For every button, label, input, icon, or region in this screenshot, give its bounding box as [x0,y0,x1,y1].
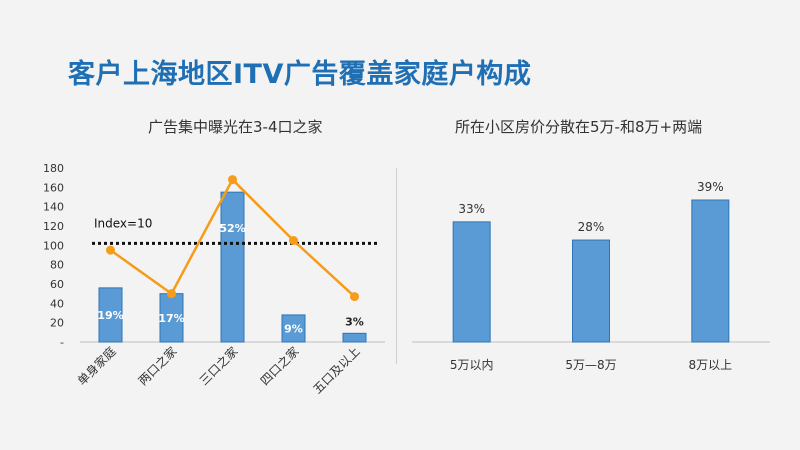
x-category-label: 5万以内 [450,358,494,372]
y-tick-label: 40 [50,297,64,310]
page-title: 客户上海地区ITV广告覆盖家庭户构成 [68,59,532,90]
bar-data-label: 3% [345,315,364,328]
bar [452,221,491,343]
right-chart-title: 所在小区房价分散在5万-和8万+两端 [455,118,703,136]
y-tick-label: 20 [50,317,64,330]
index-line-point [228,175,237,185]
bar [342,332,367,343]
y-tick-label: 80 [50,259,64,272]
bar-data-label: 9% [284,322,303,335]
y-tick-label: 120 [43,220,64,233]
index-reference-label: Index=10 [94,216,152,230]
bar [572,239,610,343]
index-line-point [167,289,176,299]
bar [281,314,306,343]
y-tick-label: 140 [43,201,64,214]
left-chart-title: 广告集中曝光在3-4口之家 [148,118,323,136]
y-tick-label: 60 [50,278,64,291]
y-tick-label: 160 [43,181,64,194]
x-category-label: 5万—8万 [565,358,616,372]
y-tick-label: - [60,336,64,349]
chart-divider [396,168,397,364]
bar [691,199,730,343]
bar-data-label: 39% [697,180,724,194]
bar-data-label: 28% [578,220,605,234]
bar-data-label: 17% [158,312,184,325]
bar-data-label: 19% [97,309,123,322]
index-line-point [350,292,359,302]
y-tick-label: 180 [43,162,64,175]
y-tick-label: 100 [43,239,64,252]
bar-data-label: 33% [458,202,485,216]
bar [220,191,245,343]
index-line-point [289,236,298,245]
bar-data-label: 52% [219,222,245,235]
x-category-label: 8万以上 [689,358,733,372]
index-line-point [106,245,115,255]
bar [98,287,123,343]
